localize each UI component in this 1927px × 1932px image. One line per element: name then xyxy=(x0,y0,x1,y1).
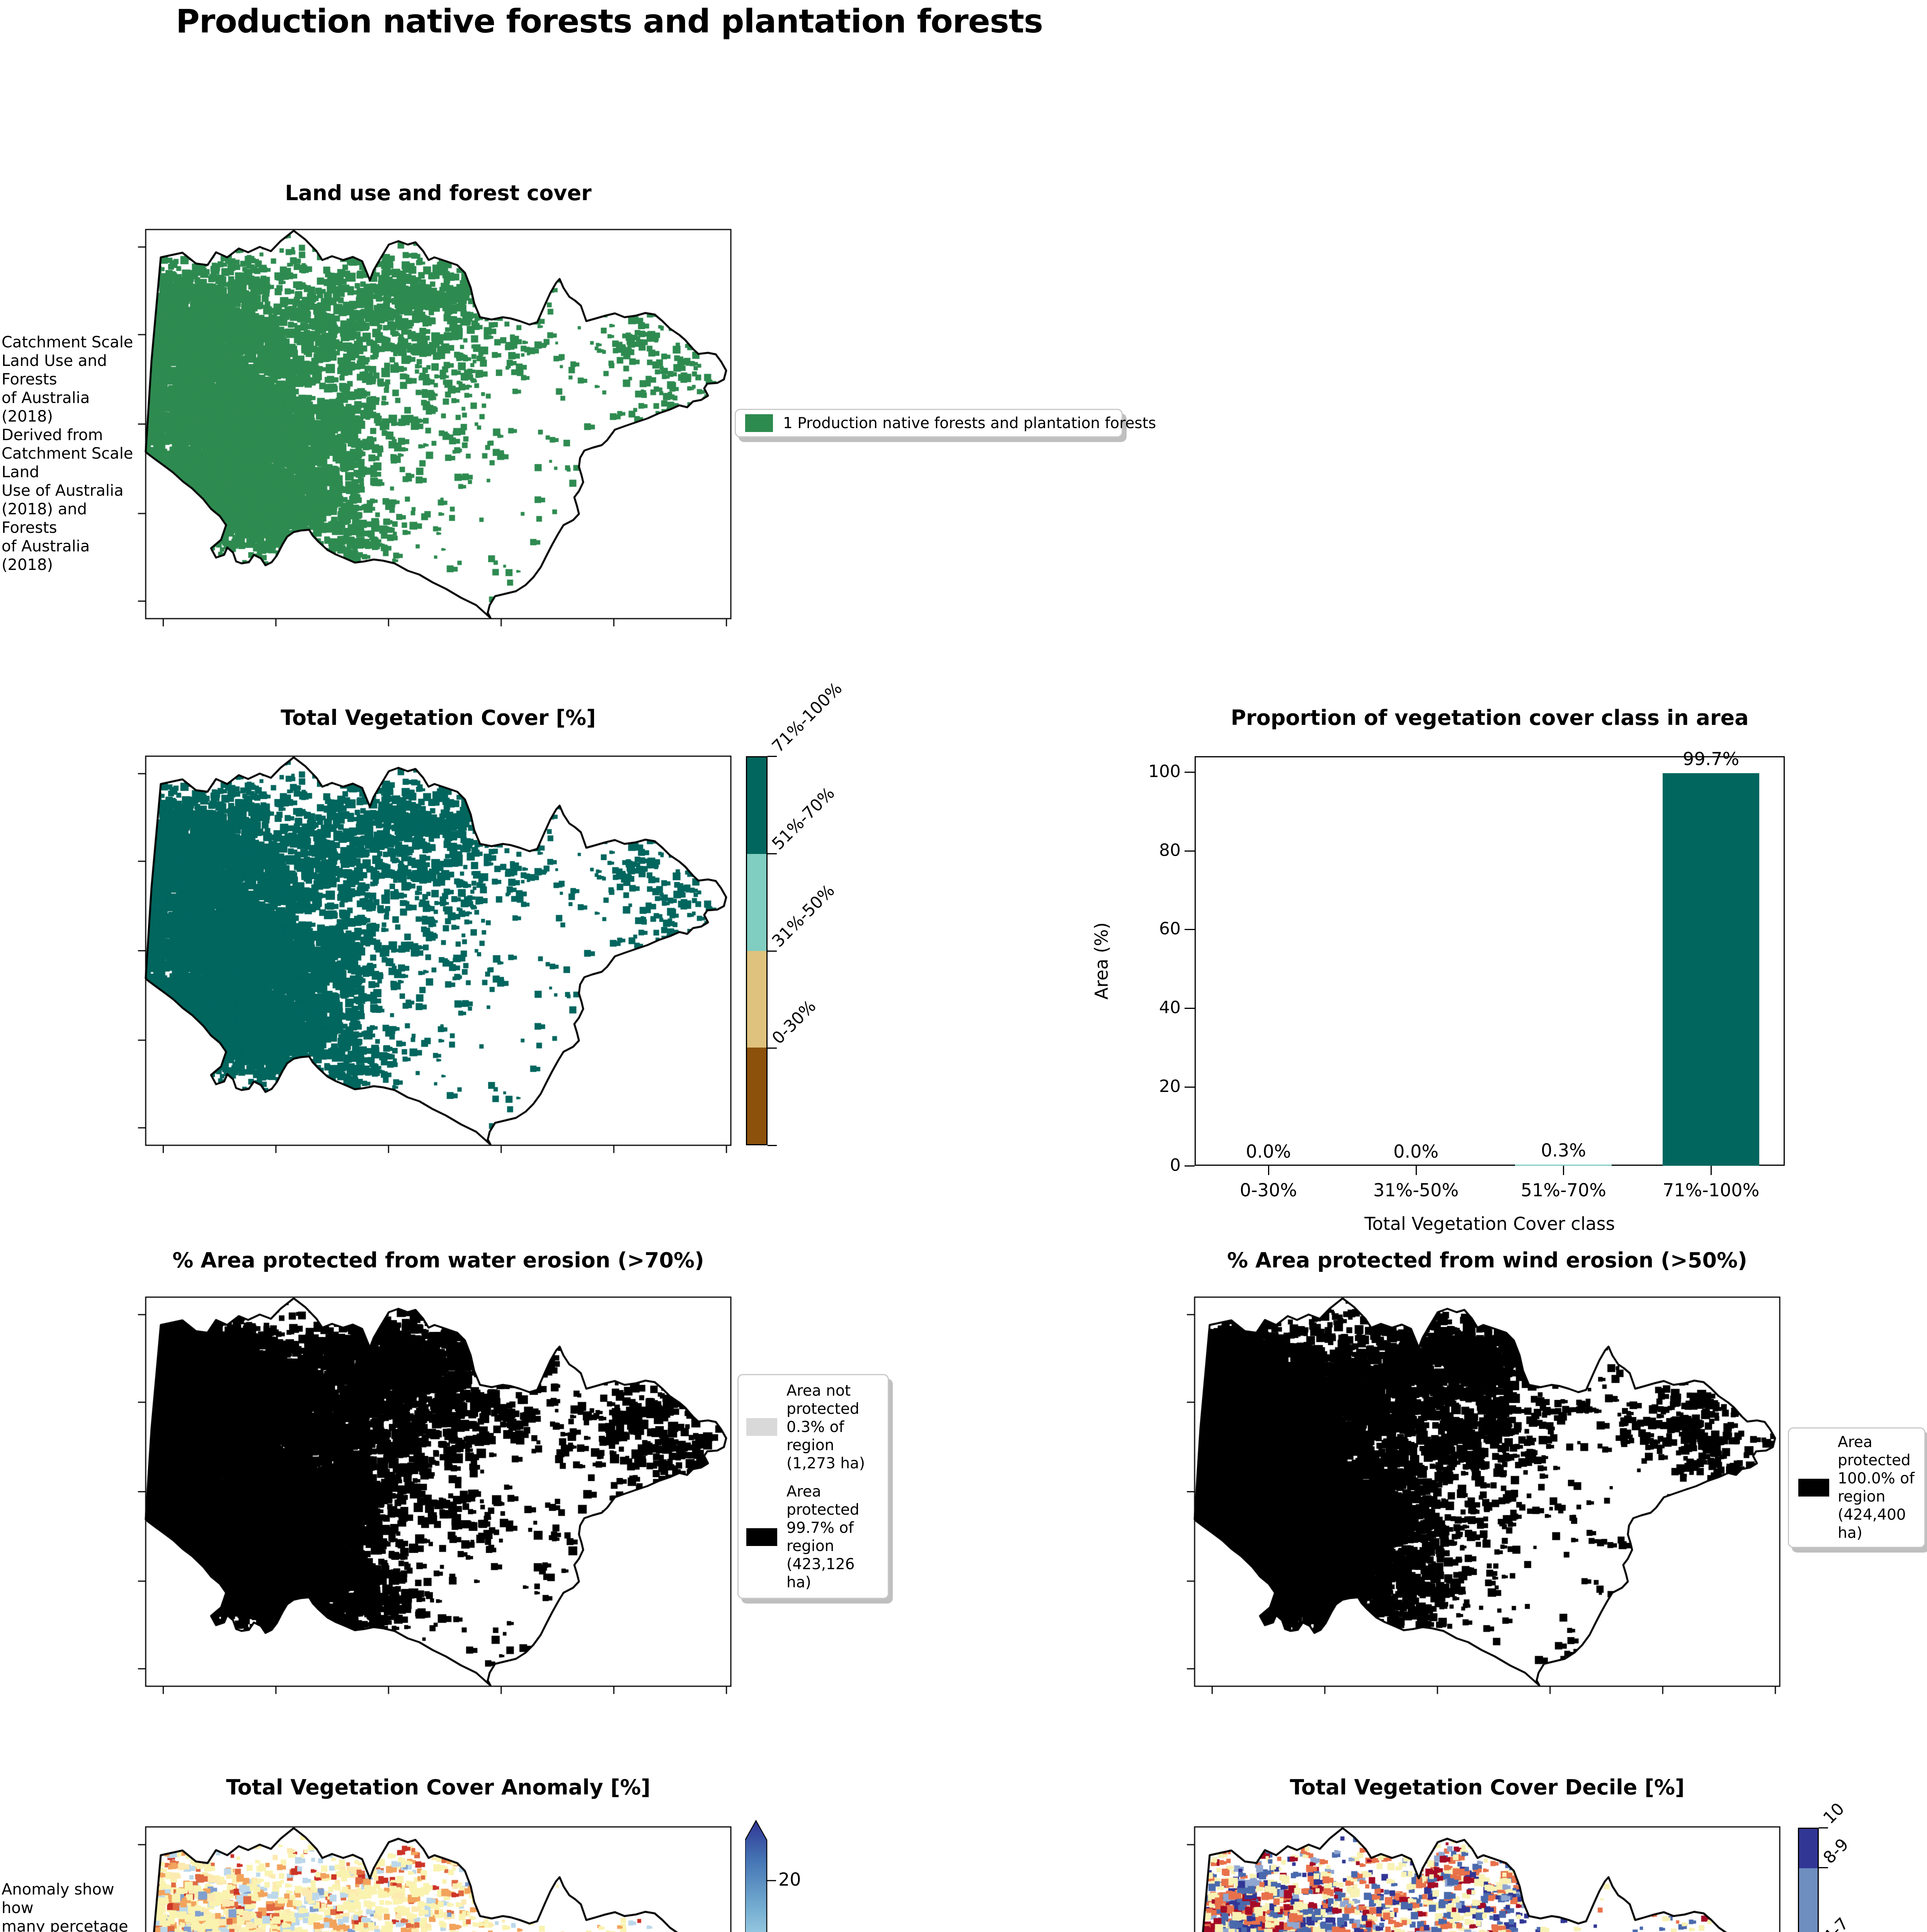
protected-label: Area protected 99.7% of region (423,126 … xyxy=(786,1483,860,1591)
anomaly-tick-label: 20 xyxy=(778,1869,801,1890)
colorbar-segment-71%-100% xyxy=(747,757,766,854)
y-tick xyxy=(1185,929,1195,930)
colorbar-segment-51%-70% xyxy=(747,854,766,951)
veg-cover-map xyxy=(133,753,743,1158)
water-erosion-map xyxy=(133,1294,743,1699)
land-use-title: Land use and forest cover xyxy=(285,181,592,205)
veg-cover-colorbar xyxy=(746,756,768,1145)
colorbar-segment-31%-50% xyxy=(747,951,766,1048)
decile-title: Total Vegetation Cover Decile [%] xyxy=(1290,1775,1685,1799)
proportion-chart-title: Proportion of vegetation cover class in … xyxy=(1231,706,1749,730)
legend-row-not-protected: Area not protected 0.3% of region (1,273… xyxy=(746,1382,880,1473)
anomaly-map xyxy=(133,1824,743,1932)
chart-x-axis-label: Total Vegetation Cover class xyxy=(1364,1213,1615,1234)
veg-cover-title: Total Vegetation Cover [%] xyxy=(281,706,596,730)
water-erosion-title: % Area protected from water erosion (>70… xyxy=(172,1248,704,1272)
colorbar-segment-10 xyxy=(1799,1829,1818,1868)
colorbar-tick xyxy=(768,853,777,854)
land-use-source-note: Catchment Scale Land Use and Forests of … xyxy=(2,333,133,574)
x-tick-label: 0-30% xyxy=(1239,1180,1297,1201)
bar-value-label: 0.0% xyxy=(1246,1141,1291,1162)
map3-canvas xyxy=(133,1294,743,1699)
colorbar-tick xyxy=(1819,1827,1828,1828)
y-tick xyxy=(1185,1165,1195,1167)
colorbar-tick xyxy=(1819,1867,1828,1868)
chart-y-axis-label: Area (%) xyxy=(1091,922,1112,1000)
map5-canvas xyxy=(133,1824,743,1932)
x-tick-label: 71%-100% xyxy=(1662,1180,1760,1201)
forest-legend-swatch xyxy=(745,414,773,432)
bar-value-label: 99.7% xyxy=(1683,748,1740,769)
colorbar-label-51%-70%: 51%-70% xyxy=(768,783,839,854)
anomaly-colorbar-svg xyxy=(744,1820,776,1932)
x-tick xyxy=(1415,1166,1417,1175)
colorbar-label-8-9: 8-9 xyxy=(1820,1835,1853,1868)
water-erosion-legend: Area not protected 0.3% of region (1,273… xyxy=(737,1374,889,1599)
y-tick-label: 20 xyxy=(1159,1077,1181,1097)
anomaly-title: Total Vegetation Cover Anomaly [%] xyxy=(226,1775,650,1799)
map1-canvas xyxy=(133,226,743,631)
y-tick-label: 60 xyxy=(1159,919,1181,939)
y-tick xyxy=(1185,1008,1195,1009)
wind-erosion-title: % Area protected from wind erosion (>50%… xyxy=(1227,1248,1747,1272)
map6-canvas xyxy=(1182,1824,1792,1932)
forest-legend-label: 1 Production native forests and plantati… xyxy=(783,414,1156,432)
bar-value-label: 0.3% xyxy=(1541,1140,1586,1161)
wind-erosion-map xyxy=(1182,1294,1792,1699)
y-tick-label: 40 xyxy=(1159,998,1181,1018)
y-tick xyxy=(1185,771,1195,773)
bar-value-label: 0.0% xyxy=(1393,1141,1439,1162)
land-use-map xyxy=(133,226,743,631)
bar-71%-100% xyxy=(1663,773,1760,1166)
proportion-chart-plot xyxy=(1195,756,1785,1166)
colorbar-label-0-30%: 0-30% xyxy=(768,997,820,1048)
y-tick-label: 0 xyxy=(1170,1155,1181,1175)
wind-protected-label: Area protected 100.0% of region (424,400… xyxy=(1838,1434,1915,1542)
land-use-legend: 1 Production native forests and plantati… xyxy=(735,409,1156,437)
colorbar-tick xyxy=(768,756,777,757)
y-tick-label: 100 xyxy=(1148,761,1181,781)
x-tick-label: 31%-50% xyxy=(1373,1180,1459,1201)
decile-map xyxy=(1182,1824,1792,1932)
map2-canvas xyxy=(133,753,743,1158)
not-protected-swatch xyxy=(746,1418,777,1436)
decile-colorbar xyxy=(1798,1828,1819,1932)
colorbar-tick xyxy=(768,1048,777,1049)
bar-51%-70% xyxy=(1515,1165,1612,1166)
colorbar-tick xyxy=(768,951,777,952)
colorbar-label-71%-100%: 71%-100% xyxy=(768,679,846,757)
x-tick xyxy=(1268,1166,1269,1175)
wind-protected-swatch xyxy=(1798,1479,1829,1497)
protected-swatch xyxy=(746,1528,777,1546)
x-tick xyxy=(1563,1166,1564,1175)
page-title: Production native forests and plantation… xyxy=(176,2,1043,40)
y-tick xyxy=(1185,1087,1195,1088)
x-tick-label: 51%-70% xyxy=(1520,1180,1606,1201)
wind-erosion-legend: Area protected 100.0% of region (424,400… xyxy=(1788,1427,1925,1548)
colorbar-segment-8-9 xyxy=(1799,1868,1818,1932)
colorbar-segment-0-30% xyxy=(747,1047,766,1144)
legend-row-protected: Area protected 99.7% of region (423,126 … xyxy=(746,1483,880,1592)
colorbar-tick xyxy=(768,1145,777,1146)
map4-canvas xyxy=(1182,1294,1792,1699)
anomaly-colorbar xyxy=(744,1820,784,1932)
colorbar-label-31%-50%: 31%-50% xyxy=(768,881,839,951)
y-tick xyxy=(1185,850,1195,852)
y-tick-label: 80 xyxy=(1159,840,1181,860)
colorbar-label-10: 10 xyxy=(1820,1799,1849,1828)
not-protected-label: Area not protected 0.3% of region (1,273… xyxy=(786,1382,865,1472)
colorbar-label-4-7: 4-7 xyxy=(1820,1914,1853,1932)
x-tick xyxy=(1711,1166,1712,1175)
anomaly-note: Anomaly show how many percetage points e… xyxy=(2,1881,128,1932)
